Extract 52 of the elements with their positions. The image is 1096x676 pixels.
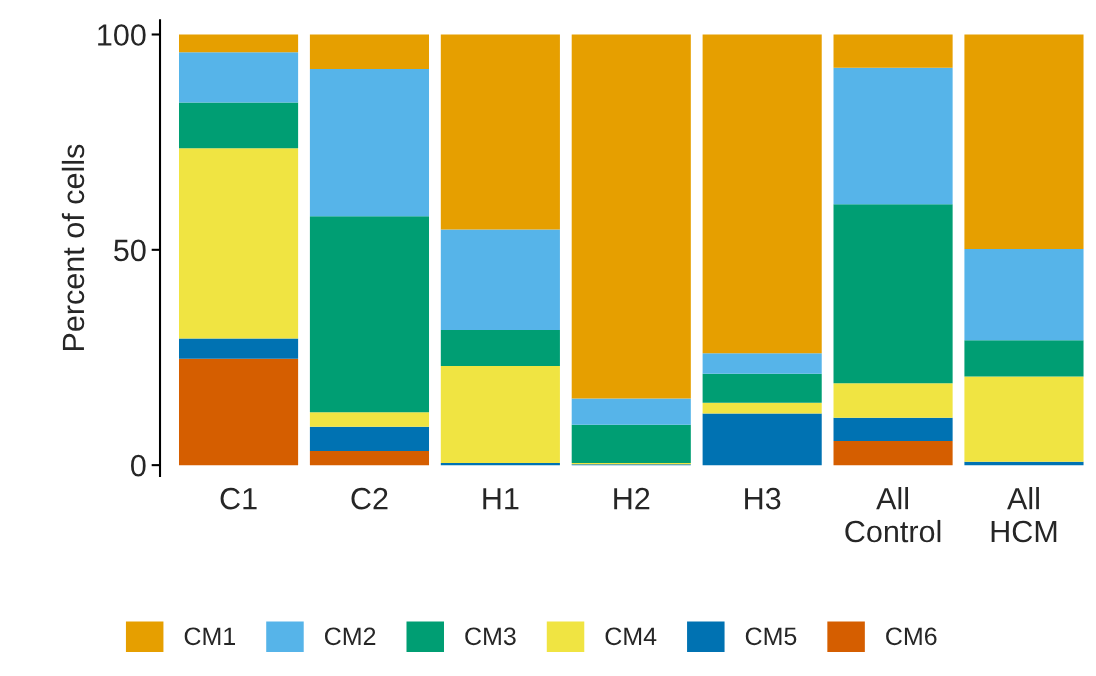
y-axis-title: Percent of cells — [61, 144, 85, 351]
bar — [440, 329, 560, 367]
bar — [571, 34, 691, 399]
bar — [833, 383, 953, 418]
bar — [571, 398, 691, 425]
bar — [833, 67, 953, 205]
y-tick-label: 100 — [98, 24, 146, 46]
legend-label: CM3 — [465, 627, 516, 646]
x-tick-label: H3 — [745, 487, 781, 510]
legend-label: CM4 — [605, 627, 657, 646]
bar — [440, 229, 560, 330]
bar — [964, 340, 1084, 377]
bar — [179, 338, 299, 359]
legend-label: CM1 — [184, 627, 235, 646]
bar — [179, 358, 299, 466]
bar — [964, 34, 1084, 249]
y-tick-label: 50 — [114, 239, 146, 262]
bar — [179, 102, 299, 149]
bar — [309, 216, 430, 413]
bar — [309, 34, 430, 69]
x-tick-label: All HCM — [991, 487, 1057, 543]
bar — [179, 148, 299, 339]
bar — [702, 373, 822, 403]
bar — [179, 52, 299, 103]
bar — [440, 366, 560, 463]
bar — [833, 417, 953, 442]
bar — [309, 412, 430, 427]
bar — [833, 204, 953, 384]
bar — [702, 353, 822, 374]
bar — [964, 376, 1084, 462]
x-tick-label: C2 — [351, 487, 388, 510]
legend-label: CM5 — [745, 627, 797, 646]
x-tick-label: All Control — [845, 487, 941, 543]
x-tick-label: C1 — [220, 487, 257, 510]
bar — [309, 426, 430, 451]
x-tick-label: H1 — [483, 488, 519, 510]
bar — [179, 34, 299, 53]
bar — [440, 462, 560, 466]
bar — [309, 68, 430, 217]
bar — [833, 441, 953, 466]
bar — [702, 34, 822, 354]
bar — [833, 34, 953, 68]
bar — [309, 450, 430, 466]
legend-label: CM2 — [324, 627, 376, 646]
x-tick-label: H2 — [614, 487, 650, 510]
bar — [702, 413, 822, 466]
bar — [571, 424, 691, 463]
bar — [702, 402, 822, 414]
bar — [440, 34, 560, 230]
legend-label: CM6 — [886, 627, 937, 646]
y-tick-label: 0 — [131, 454, 146, 477]
bar — [964, 248, 1084, 341]
